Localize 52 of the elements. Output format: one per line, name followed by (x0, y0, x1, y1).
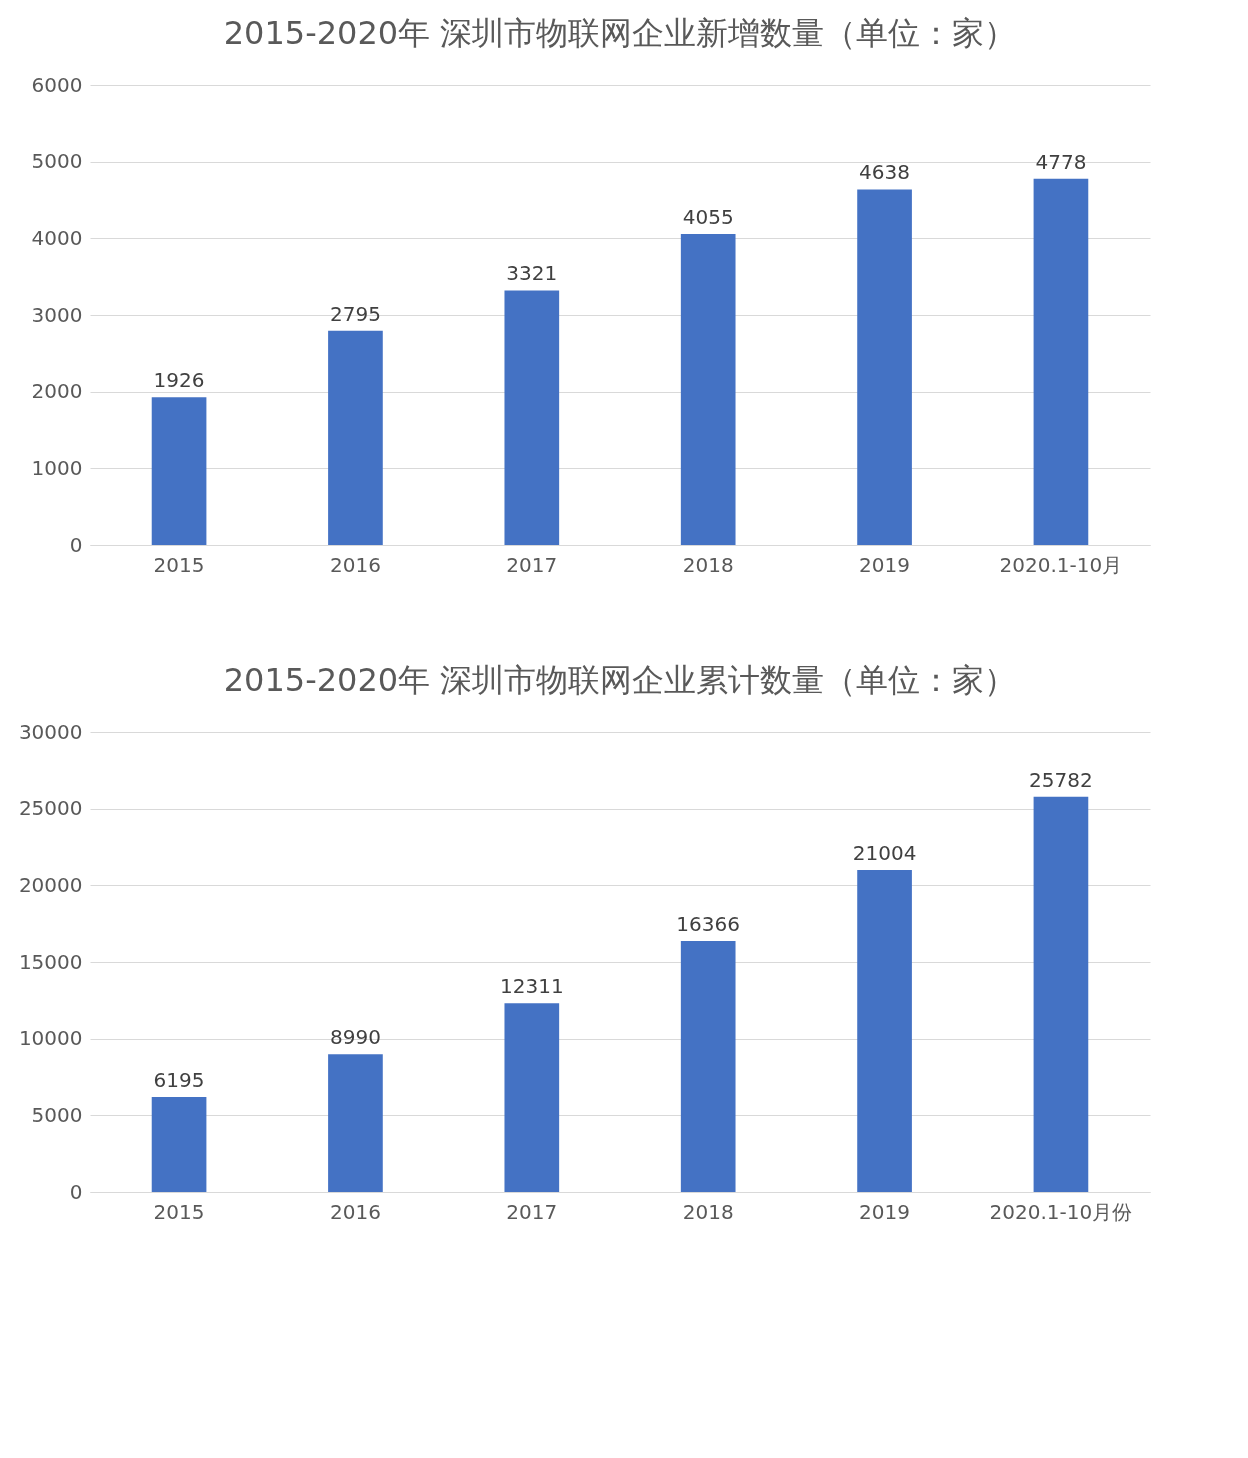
x-tick-label: 2016 (329, 1199, 381, 1224)
y-tick-label: 15000 (18, 949, 83, 974)
bar (151, 397, 207, 545)
x-tick-label: 2017 (506, 552, 558, 577)
y-tick-label: 0 (69, 1179, 83, 1204)
bar (151, 1097, 207, 1192)
bar (328, 1054, 383, 1192)
x-tick-label: 2019 (859, 552, 911, 577)
bar (1033, 178, 1089, 545)
data-label: 1926 (153, 368, 205, 393)
y-tick-label: 5000 (31, 149, 83, 174)
bar (504, 290, 560, 545)
bar (857, 189, 912, 545)
x-tick-label: 2020.1-10月 (999, 552, 1123, 577)
data-label: 8990 (329, 1025, 381, 1050)
y-tick-label: 30000 (18, 719, 83, 744)
data-label: 21004 (852, 840, 917, 865)
x-tick-label: 2016 (329, 552, 381, 577)
bar (1033, 796, 1089, 1192)
y-tick-label: 2000 (31, 379, 83, 404)
y-tick-label: 4000 (31, 225, 83, 250)
data-label: 12311 (500, 974, 564, 999)
data-label: 16366 (676, 912, 740, 937)
data-label: 2795 (329, 301, 381, 326)
data-label: 4638 (859, 160, 911, 185)
y-tick-label: 10000 (18, 1026, 83, 1051)
data-label: 25782 (1029, 767, 1093, 792)
y-tick-label: 20000 (18, 872, 83, 897)
data-label: 6195 (153, 1068, 205, 1093)
x-tick-label: 2020.1-10月份 (989, 1199, 1133, 1224)
y-tick-label: 5000 (31, 1102, 83, 1127)
x-tick-label: 2017 (506, 1199, 558, 1224)
bar (680, 234, 736, 545)
data-label: 4778 (1035, 149, 1087, 174)
data-label: 4055 (682, 205, 734, 230)
x-tick-label: 2015 (153, 552, 205, 577)
x-tick-label: 2019 (859, 1199, 911, 1224)
bar (680, 941, 736, 1192)
data-label: 3321 (506, 261, 558, 286)
x-tick-label: 2015 (153, 1199, 205, 1224)
chart-title: 2015-2020年 深圳市物联网企业累计数量（单位：家） (223, 661, 1017, 699)
bar (504, 1003, 560, 1192)
bar (328, 330, 383, 545)
y-tick-label: 0 (69, 532, 83, 557)
chart-title: 2015-2020年 深圳市物联网企业新增数量（单位：家） (223, 14, 1017, 52)
y-tick-label: 6000 (31, 72, 83, 97)
y-tick-label: 3000 (31, 302, 83, 327)
x-tick-label: 2018 (682, 552, 734, 577)
y-tick-label: 1000 (31, 455, 83, 480)
x-tick-label: 2018 (682, 1199, 734, 1224)
bar (857, 869, 912, 1192)
y-tick-label: 25000 (18, 796, 83, 821)
